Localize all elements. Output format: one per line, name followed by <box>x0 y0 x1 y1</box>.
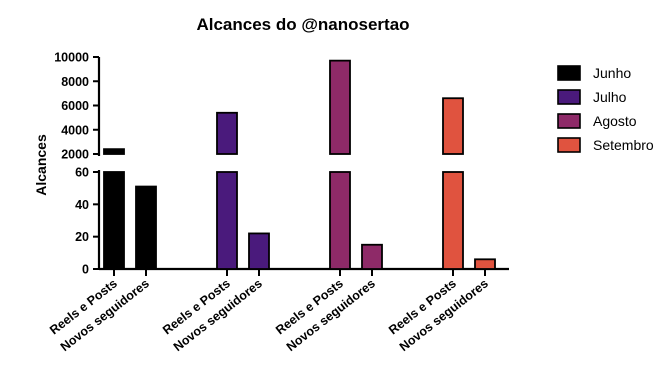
legend-item-agosto: Agosto <box>557 113 637 129</box>
y-upper-tick-label: 6000 <box>61 99 89 113</box>
bar-setembro-novos-seguidores <box>474 258 496 270</box>
legend-label: Agosto <box>593 113 637 129</box>
legend-item-julho: Julho <box>557 89 627 105</box>
legend-swatch <box>557 89 581 105</box>
bar-julho-reels-e-posts <box>216 111 238 270</box>
bar-setembro-reels-e-posts <box>442 97 464 270</box>
y-lower-tick-label: 0 <box>82 263 89 277</box>
y-upper-tick-label: 8000 <box>61 75 89 89</box>
legend-item-junho: Junho <box>557 65 631 81</box>
y-lower-tick-label: 40 <box>75 198 89 212</box>
bar-junho-reels-e-posts <box>103 148 125 270</box>
y-lower-tick-label: 60 <box>75 166 89 180</box>
legend-swatch <box>557 113 581 129</box>
axes: 2000 4000 6000 8000 10000 0 20 40 60 <box>54 51 509 277</box>
bar-junho-novos-seguidores <box>135 185 157 270</box>
bar-agosto-novos-seguidores <box>361 243 383 270</box>
bars <box>103 59 496 270</box>
y-upper-tick-label: 10000 <box>54 51 89 65</box>
legend-label: Julho <box>593 89 627 105</box>
y-axis-label: Alcances <box>33 134 49 196</box>
legend-swatch <box>557 137 581 153</box>
legend: Junho Julho Agosto Setembro <box>557 65 654 153</box>
bar-agosto-reels-e-posts <box>329 59 351 270</box>
legend-swatch <box>557 65 581 81</box>
legend-label: Setembro <box>593 137 654 153</box>
y-lower-tick-label: 20 <box>75 230 89 244</box>
y-upper-tick-label: 2000 <box>61 148 89 162</box>
bar-julho-novos-seguidores <box>248 232 270 270</box>
legend-item-setembro: Setembro <box>557 137 654 153</box>
chart-title: Alcances do @nanosertao <box>196 15 409 34</box>
y-upper-tick-label: 4000 <box>61 123 89 137</box>
legend-label: Junho <box>593 65 631 81</box>
